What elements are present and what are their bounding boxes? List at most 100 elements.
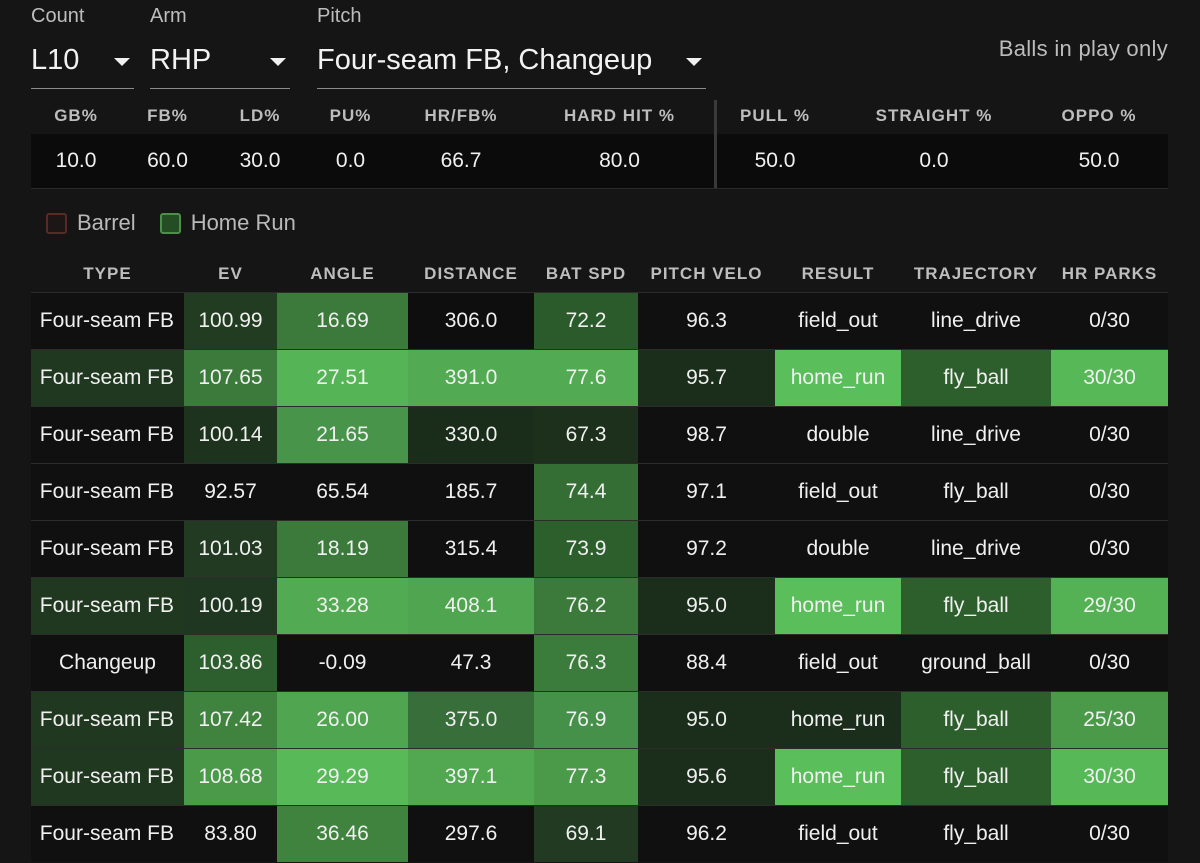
table-row[interactable]: Changeup 103.86 -0.09 47.3 76.3 88.4 field_out… xyxy=(31,634,1168,691)
chevron-down-icon xyxy=(114,58,130,66)
cell-pitch-velo: 95.6 xyxy=(638,749,775,805)
summary-header-hr-fb: HR/FB% xyxy=(424,106,498,125)
chevron-down-icon xyxy=(686,58,702,66)
cell-bat-spd: 77.6 xyxy=(534,350,638,406)
cell-result: field_out xyxy=(775,464,901,520)
cell-trajectory: fly_ball xyxy=(901,692,1051,748)
cell-angle: 36.46 xyxy=(277,806,408,862)
column-header-ev[interactable]: EV xyxy=(218,264,243,283)
table-row[interactable]: Four-seam FB 107.65 27.51 391.0 77.6 95.7 home… xyxy=(31,349,1168,406)
cell-distance: 297.6 xyxy=(408,806,534,862)
table-row[interactable]: Four-seam FB 83.80 36.46 297.6 69.1 96.2 field… xyxy=(31,805,1168,862)
pitch-value: Four-seam FB, Changeup xyxy=(317,43,653,76)
cell-distance: 330.0 xyxy=(408,407,534,463)
cell-ev: 92.57 xyxy=(184,464,277,520)
column-header-hr-parks[interactable]: HR PARKS xyxy=(1061,264,1158,283)
cell-pitch-velo: 97.2 xyxy=(638,521,775,577)
pitch-select[interactable]: Four-seam FB, Changeup xyxy=(317,32,706,89)
cell-ev: 83.80 xyxy=(184,806,277,862)
summary-values: 10.0 60.0 30.0 0.0 66.7 80.0 50.0 0.0 50.0 xyxy=(31,134,1168,189)
cell-bat-spd: 67.3 xyxy=(534,407,638,463)
cell-hr-parks: 0/30 xyxy=(1051,635,1168,691)
table-row[interactable]: Four-seam FB 92.57 65.54 185.7 74.4 97.1 field… xyxy=(31,463,1168,520)
summary-value-oppo: 50.0 xyxy=(1078,149,1120,172)
cell-bat-spd: 72.2 xyxy=(534,293,638,349)
cell-result: field_out xyxy=(775,806,901,862)
cell-result: field_out xyxy=(775,293,901,349)
cell-type: Four-seam FB xyxy=(31,749,184,805)
cell-pitch-velo: 96.3 xyxy=(638,293,775,349)
cell-angle: 18.19 xyxy=(277,521,408,577)
cell-result: double xyxy=(775,521,901,577)
summary-value-pu: 0.0 xyxy=(335,149,366,172)
table-row[interactable]: Four-seam FB 100.19 33.28 408.1 76.2 95.0 home… xyxy=(31,577,1168,634)
count-label: Count xyxy=(31,5,85,27)
cell-result: home_run xyxy=(775,578,901,634)
table-row[interactable]: Four-seam FB 101.03 18.19 315.4 73.9 97.2 doub… xyxy=(31,520,1168,577)
cell-pitch-velo: 95.7 xyxy=(638,350,775,406)
table-row[interactable]: Four-seam FB 107.42 26.00 375.0 76.9 95.0 home… xyxy=(31,691,1168,748)
cell-bat-spd: 77.3 xyxy=(534,749,638,805)
cell-distance: 408.1 xyxy=(408,578,534,634)
cell-trajectory: line_drive xyxy=(901,521,1051,577)
table-body: Four-seam FB 100.99 16.69 306.0 72.2 96.3 fiel… xyxy=(31,292,1168,862)
cell-angle: 65.54 xyxy=(277,464,408,520)
cell-type: Four-seam FB xyxy=(31,521,184,577)
cell-ev: 101.03 xyxy=(184,521,277,577)
table-row[interactable]: Four-seam FB 100.14 21.65 330.0 67.3 98.7 doub… xyxy=(31,406,1168,463)
summary-value-pull: 50.0 xyxy=(754,149,796,172)
barrel-swatch-icon[interactable] xyxy=(46,212,67,234)
cell-distance: 47.3 xyxy=(408,635,534,691)
cell-trajectory: line_drive xyxy=(901,293,1051,349)
cell-bat-spd: 76.9 xyxy=(534,692,638,748)
cell-type: Four-seam FB xyxy=(31,692,184,748)
cell-bat-spd: 76.2 xyxy=(534,578,638,634)
cell-ev: 107.65 xyxy=(184,350,277,406)
cell-type: Four-seam FB xyxy=(31,407,184,463)
column-header-type[interactable]: TYPE xyxy=(83,264,132,283)
summary-header-ld: LD% xyxy=(239,106,281,125)
cell-trajectory: ground_ball xyxy=(901,635,1051,691)
cell-bat-spd: 69.1 xyxy=(534,806,638,862)
cell-trajectory: fly_ball xyxy=(901,578,1051,634)
cell-type: Four-seam FB xyxy=(31,464,184,520)
balls-in-play-toggle[interactable]: Balls in play only xyxy=(998,36,1168,61)
column-header-distance[interactable]: DISTANCE xyxy=(424,264,518,283)
cell-ev: 100.99 xyxy=(184,293,277,349)
column-header-pitch-velo[interactable]: PITCH VELO xyxy=(650,264,763,283)
table-row[interactable]: Four-seam FB 100.99 16.69 306.0 72.2 96.3 fiel… xyxy=(31,292,1168,349)
cell-trajectory: fly_ball xyxy=(901,464,1051,520)
summary-header-oppo: OPPO % xyxy=(1061,106,1137,125)
cell-distance: 397.1 xyxy=(408,749,534,805)
summary-header-pull: PULL % xyxy=(740,106,810,125)
summary-header-straight: STRAIGHT % xyxy=(875,106,993,125)
summary-header: GB% FB% LD% PU% HR/FB% HARD HIT % PULL % STRAIG… xyxy=(31,100,1168,132)
table-row[interactable]: Four-seam FB 108.68 29.29 397.1 77.3 95.6 home… xyxy=(31,748,1168,805)
cell-type: Four-seam FB xyxy=(31,806,184,862)
cell-ev: 100.19 xyxy=(184,578,277,634)
summary-value-fb: 60.0 xyxy=(147,149,188,172)
column-header-result[interactable]: RESULT xyxy=(801,264,875,283)
home-run-swatch-icon[interactable] xyxy=(159,212,181,234)
cell-angle: 26.00 xyxy=(277,692,408,748)
arm-select[interactable]: RHP xyxy=(150,32,290,89)
legend-barrel-label[interactable]: Barrel xyxy=(77,210,136,235)
cell-hr-parks: 0/30 xyxy=(1051,293,1168,349)
cell-pitch-velo: 95.0 xyxy=(638,692,775,748)
cell-pitch-velo: 96.2 xyxy=(638,806,775,862)
cell-trajectory: line_drive xyxy=(901,407,1051,463)
cell-result: home_run xyxy=(775,749,901,805)
legend-home-run-label[interactable]: Home Run xyxy=(190,210,296,235)
column-header-angle[interactable]: ANGLE xyxy=(310,264,375,283)
cell-ev: 108.68 xyxy=(184,749,277,805)
column-header-bat-spd[interactable]: BAT SPD xyxy=(545,264,627,283)
table-header: TYPE EV ANGLE DISTANCE BAT SPD PITCH VELO RESU… xyxy=(31,258,1168,290)
column-header-trajectory[interactable]: TRAJECTORY xyxy=(913,264,1039,283)
cell-bat-spd: 73.9 xyxy=(534,521,638,577)
summary-value-ld: 30.0 xyxy=(239,149,281,172)
cell-distance: 185.7 xyxy=(408,464,534,520)
cell-ev: 107.42 xyxy=(184,692,277,748)
cell-hr-parks: 30/30 xyxy=(1051,749,1168,805)
summary-value-hr-fb: 66.7 xyxy=(440,149,482,172)
count-select[interactable]: L10 xyxy=(31,32,134,89)
